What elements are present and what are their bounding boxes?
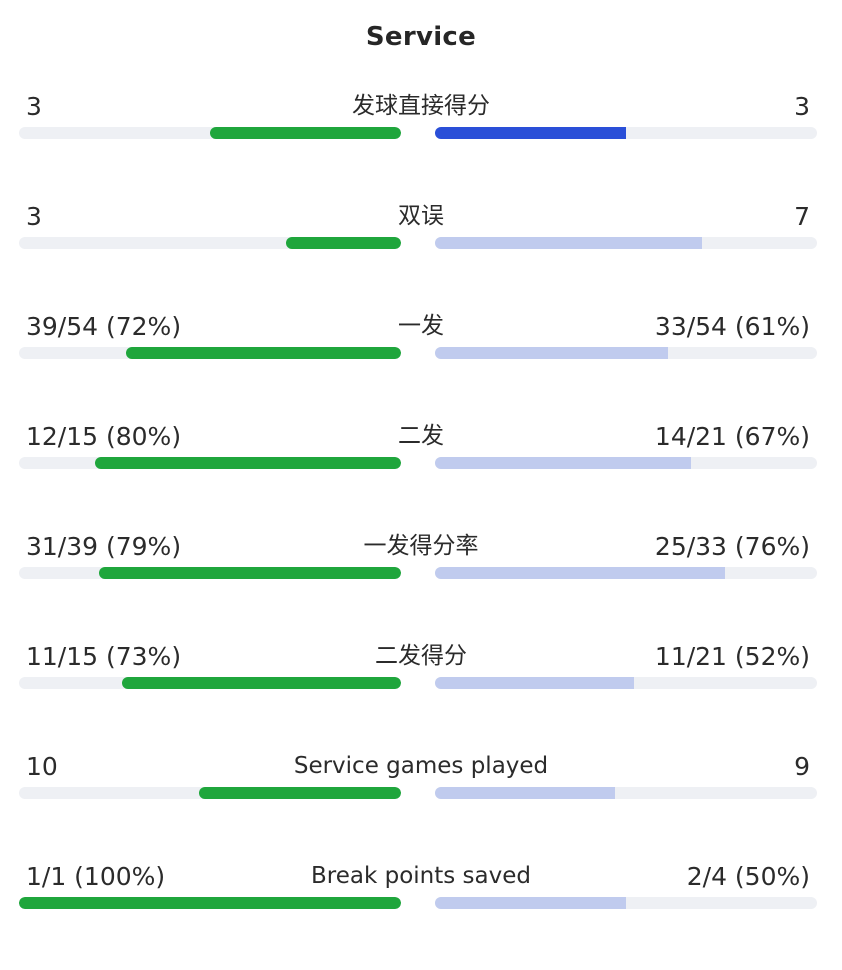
player2-bar-fill	[435, 787, 615, 799]
player1-value: 3	[26, 92, 42, 121]
player1-value: 39/54 (72%)	[26, 312, 182, 341]
player2-bar-track	[435, 897, 817, 909]
player1-bar-track	[19, 567, 401, 579]
player2-bar-fill	[435, 457, 691, 469]
stat-row: 39/54 (72%) 一发 33/54 (61%)	[0, 310, 842, 420]
player2-bar-fill	[435, 567, 726, 579]
player1-bar-fill	[210, 127, 401, 139]
stat-label: Break points saved	[311, 863, 531, 889]
player2-value: 11/21 (52%)	[654, 642, 810, 671]
player1-bar-fill	[198, 787, 401, 799]
player2-bar-track	[435, 237, 817, 249]
player2-value: 25/33 (76%)	[654, 532, 810, 561]
player1-value: 1/1 (100%)	[26, 862, 166, 891]
player2-bar-fill	[435, 677, 634, 689]
player1-bar-fill	[19, 897, 401, 909]
player2-bar-track	[435, 347, 817, 359]
stat-label: 二发	[398, 423, 444, 449]
player2-value: 3	[794, 92, 810, 121]
player1-bar-fill	[95, 457, 401, 469]
player1-bar-fill	[286, 237, 401, 249]
player1-value: 3	[26, 202, 42, 231]
player1-value: 11/15 (73%)	[26, 642, 182, 671]
player1-bar-track	[19, 237, 401, 249]
stat-label: 发球直接得分	[352, 93, 490, 119]
player1-bar-track	[19, 457, 401, 469]
stat-label: 一发得分率	[363, 533, 479, 559]
player1-value: 12/15 (80%)	[26, 422, 182, 451]
player1-bar-fill	[99, 567, 401, 579]
player1-bar-track	[19, 127, 401, 139]
stat-row: 1/1 (100%) Break points saved 2/4 (50%)	[0, 860, 842, 970]
player2-bar-track	[435, 677, 817, 689]
stat-label: 二发得分	[375, 643, 467, 669]
section-title: Service	[365, 22, 477, 52]
player2-bar-fill	[435, 897, 626, 909]
player2-value: 33/54 (61%)	[654, 312, 810, 341]
stat-row: 31/39 (79%) 一发得分率 25/33 (76%)	[0, 530, 842, 640]
stat-row: 10 Service games played 9	[0, 750, 842, 860]
stat-label: 双误	[398, 203, 444, 229]
player1-bar-track	[19, 347, 401, 359]
player2-bar-fill	[435, 347, 669, 359]
stat-row: 11/15 (73%) 二发得分 11/21 (52%)	[0, 640, 842, 750]
player2-bar-fill	[435, 237, 703, 249]
player1-value: 31/39 (79%)	[26, 532, 182, 561]
stat-label: 一发	[398, 313, 444, 339]
player2-bar-track	[435, 457, 817, 469]
player1-bar-fill	[122, 677, 401, 689]
player2-bar-track	[435, 787, 817, 799]
player1-bar-fill	[125, 347, 401, 359]
stat-row: 3 发球直接得分 3	[0, 90, 842, 200]
player2-value: 9	[794, 752, 810, 781]
player1-bar-track	[19, 787, 401, 799]
player2-value: 2/4 (50%)	[686, 862, 810, 891]
player2-value: 7	[794, 202, 810, 231]
player2-bar-track	[435, 567, 817, 579]
player1-bar-track	[19, 897, 401, 909]
player1-bar-track	[19, 677, 401, 689]
stat-row: 12/15 (80%) 二发 14/21 (67%)	[0, 420, 842, 530]
player2-bar-fill	[435, 127, 626, 139]
player1-value: 10	[26, 752, 58, 781]
stat-row: 3 双误 7	[0, 200, 842, 310]
player2-value: 14/21 (67%)	[654, 422, 810, 451]
player2-bar-track	[435, 127, 817, 139]
stat-label: Service games played	[293, 753, 549, 779]
